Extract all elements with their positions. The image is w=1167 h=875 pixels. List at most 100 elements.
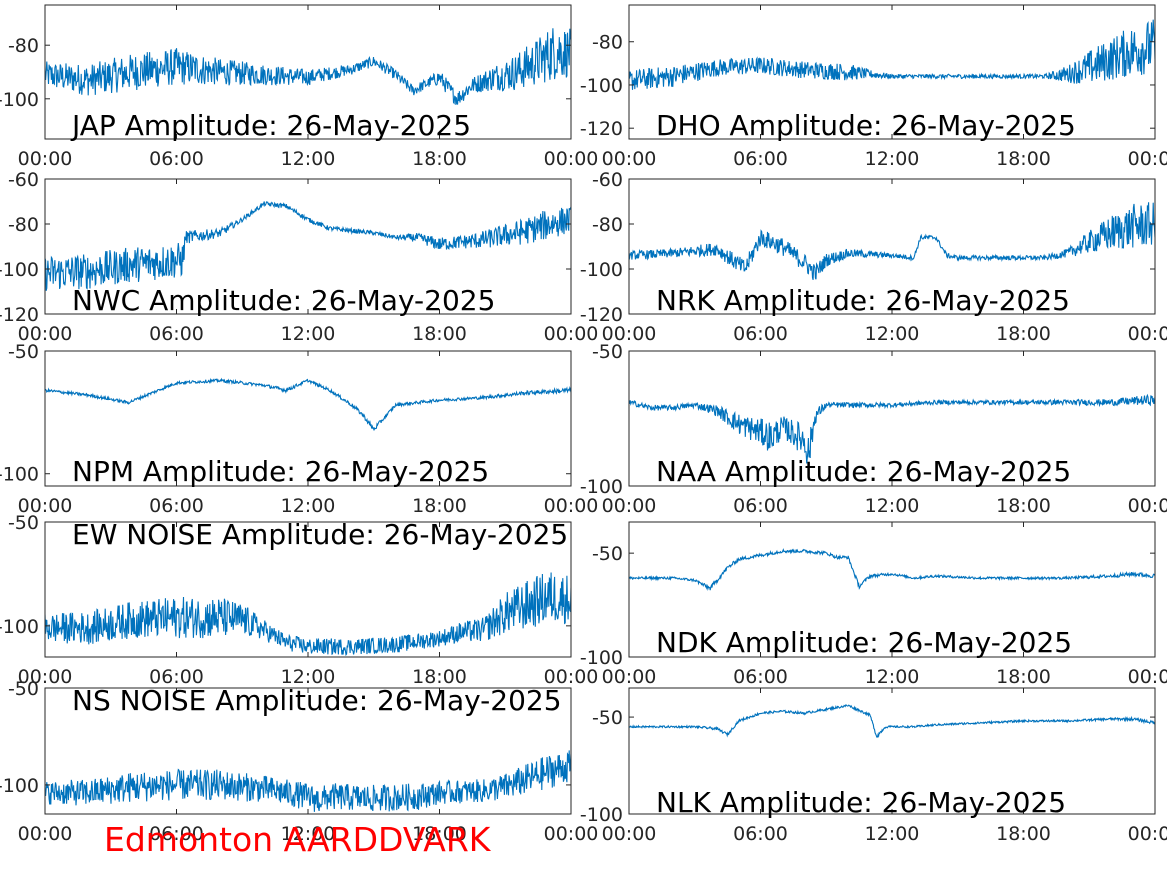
x-tick-label: 00:00	[1128, 823, 1167, 845]
series-line	[45, 750, 571, 812]
chart-panel-2: 00:00 06:00 12:00 18:00 00:00 -80 -100 -120 DHO …	[580, 4, 1167, 170]
chart-panel-1: 00:00 06:00 12:00 18:00 00:00 -80 -100 JAP Ampl…	[0, 4, 599, 170]
x-tick-label: 00:00	[544, 323, 599, 345]
x-tick-label: 00:00	[18, 666, 73, 688]
chart-title: EW NOISE Amplitude: 26-May-2025	[72, 518, 568, 551]
y-tick-label: -100	[0, 616, 39, 638]
chart-title: NWC Amplitude: 26-May-2025	[72, 284, 495, 317]
y-tick-label: -120	[580, 304, 623, 326]
chart-panel-10: 00:00 06:00 12:00 18:00 00:00 -50 -100 NLK Ampl…	[580, 687, 1167, 845]
y-tick-label: -100	[580, 804, 623, 826]
x-tick-label: 18:00	[412, 666, 467, 688]
x-tick-label: 00:00	[602, 823, 657, 845]
x-tick-label: 18:00	[996, 666, 1051, 688]
y-tick-label: -50	[8, 678, 39, 700]
x-tick-label: 00:00	[544, 148, 599, 170]
x-tick-label: 18:00	[412, 495, 467, 517]
x-tick-label: 00:00	[18, 323, 73, 345]
y-tick-label: -120	[0, 304, 39, 326]
x-tick-label: 18:00	[412, 823, 467, 845]
y-tick-label: -50	[592, 543, 623, 565]
chart-title: NLK Amplitude: 26-May-2025	[656, 786, 1066, 819]
y-tick-label: -100	[580, 259, 623, 281]
series-line	[629, 19, 1155, 90]
x-tick-label: 12:00	[281, 666, 336, 688]
x-tick-label: 06:00	[733, 823, 788, 845]
x-tick-label: 00:00	[1128, 666, 1167, 688]
x-tick-label: 00:00	[544, 823, 599, 845]
x-tick-label: 00:00	[18, 495, 73, 517]
y-tick-label: -120	[580, 118, 623, 140]
y-tick-label: -100	[0, 259, 39, 281]
y-tick-label: -80	[592, 214, 623, 236]
chart-title: NS NOISE Amplitude: 26-May-2025	[72, 684, 562, 717]
x-tick-label: 00:00	[18, 823, 73, 845]
series-line	[45, 201, 571, 291]
chart-title: NRK Amplitude: 26-May-2025	[656, 284, 1070, 317]
x-tick-label: 06:00	[733, 666, 788, 688]
x-tick-label: 06:00	[149, 666, 204, 688]
x-tick-label: 00:00	[602, 495, 657, 517]
chart-panel-4: 00:00 06:00 12:00 18:00 00:00 -60 -80 -100 -120 N…	[580, 169, 1167, 345]
series-line	[629, 704, 1155, 738]
chart-title: NDK Amplitude: 26-May-2025	[656, 626, 1072, 659]
y-tick-label: -50	[8, 341, 39, 363]
y-tick-label: -100	[0, 464, 39, 486]
y-tick-label: -50	[592, 341, 623, 363]
chart-panel-7: 00:00 06:00 12:00 18:00 00:00 -50 -100 EW NOISE…	[0, 512, 598, 688]
x-tick-label: 12:00	[281, 495, 336, 517]
x-tick-label: 18:00	[996, 148, 1051, 170]
x-tick-label: 00:00	[1128, 495, 1167, 517]
x-tick-label: 06:00	[149, 148, 204, 170]
series-line	[629, 202, 1155, 280]
x-tick-label: 12:00	[281, 323, 336, 345]
series-line	[45, 28, 571, 105]
y-tick-label: -100	[0, 89, 39, 111]
x-tick-label: 12:00	[865, 666, 920, 688]
x-tick-label: 18:00	[996, 495, 1051, 517]
x-tick-label: 12:00	[865, 323, 920, 345]
y-tick-label: -50	[8, 512, 39, 534]
chart-panel-5: 00:00 06:00 12:00 18:00 00:00 -50 -100 NPM Ampl…	[0, 341, 598, 517]
chart-panel-9: 00:00 06:00 12:00 18:00 00:00 -50 -100 NS NOISE…	[0, 678, 598, 845]
x-tick-label: 00:00	[602, 666, 657, 688]
y-tick-label: -50	[592, 707, 623, 729]
x-tick-label: 18:00	[412, 148, 467, 170]
series-line	[629, 548, 1155, 591]
chart-title: JAP Amplitude: 26-May-2025	[70, 109, 471, 142]
x-tick-label: 06:00	[149, 495, 204, 517]
x-tick-label: 12:00	[281, 148, 336, 170]
x-tick-label: 00:00	[544, 666, 599, 688]
y-tick-label: -60	[592, 169, 623, 191]
x-tick-label: 06:00	[149, 823, 204, 845]
y-tick-label: -100	[580, 75, 623, 97]
chart-panel-3: 00:00 06:00 12:00 18:00 00:00 -60 -80 -100 -120 N…	[0, 169, 598, 345]
x-tick-label: 12:00	[865, 823, 920, 845]
chart-title: NAA Amplitude: 26-May-2025	[656, 455, 1071, 488]
x-tick-label: 06:00	[733, 148, 788, 170]
x-tick-label: 18:00	[996, 323, 1051, 345]
x-tick-label: 18:00	[996, 823, 1051, 845]
x-tick-label: 00:00	[602, 323, 657, 345]
x-tick-label: 12:00	[281, 823, 336, 845]
x-tick-label: 06:00	[149, 323, 204, 345]
x-tick-label: 00:00	[18, 148, 73, 170]
series-line	[45, 377, 571, 431]
chart-title: DHO Amplitude: 26-May-2025	[656, 109, 1076, 142]
y-tick-label: -60	[8, 169, 39, 191]
series-line	[629, 393, 1155, 464]
y-tick-label: -100	[580, 476, 623, 498]
x-tick-label: 00:00	[602, 148, 657, 170]
x-tick-label: 00:00	[1128, 148, 1167, 170]
y-tick-label: -100	[580, 647, 623, 669]
y-tick-label: -80	[592, 32, 623, 54]
x-tick-label: 12:00	[865, 495, 920, 517]
x-tick-label: 12:00	[865, 148, 920, 170]
x-tick-label: 06:00	[733, 323, 788, 345]
chart-panel-8: 00:00 06:00 12:00 18:00 00:00 -50 -100 NDK Ampl…	[580, 521, 1167, 688]
x-tick-label: 00:00	[544, 495, 599, 517]
y-tick-label: -80	[8, 35, 39, 57]
station-caption: Edmonton AARDDVARK	[104, 820, 491, 859]
chart-title: NPM Amplitude: 26-May-2025	[72, 455, 489, 488]
